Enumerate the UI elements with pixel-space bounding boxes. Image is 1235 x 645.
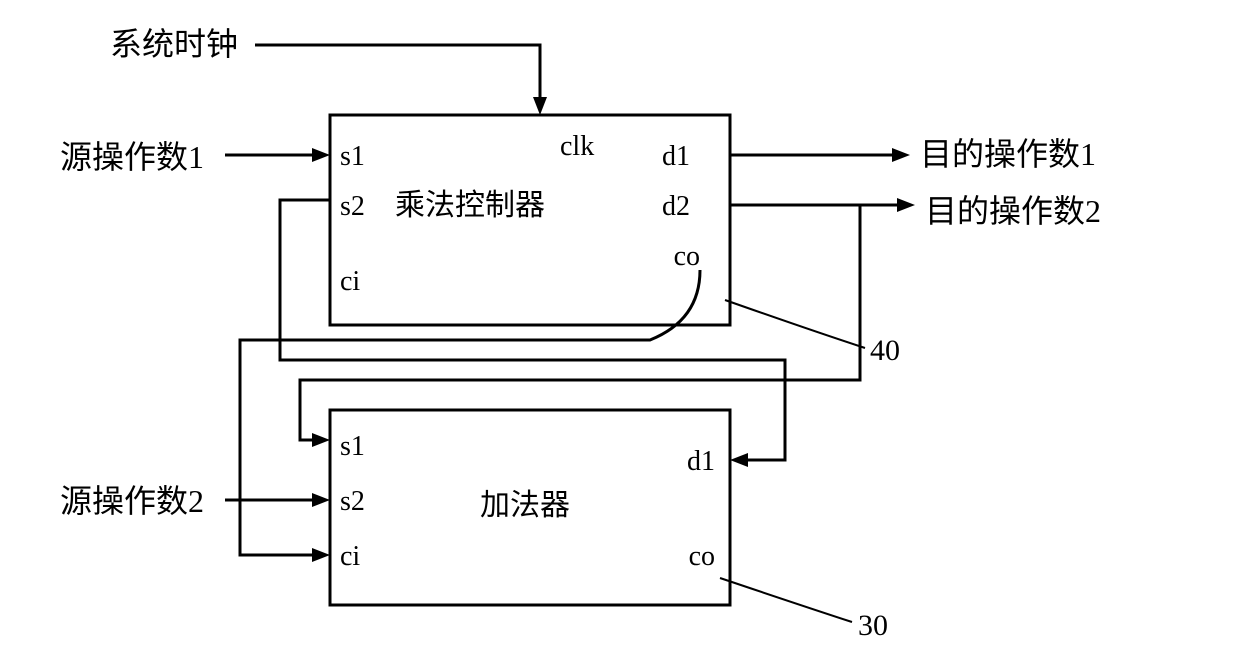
mult-port-ci: ci	[340, 266, 360, 297]
label-dst2: 目的操作数2	[925, 193, 1101, 229]
mult-title: 乘法控制器	[395, 189, 545, 222]
adder-port-co: co	[689, 541, 715, 572]
wire-dst2	[730, 198, 915, 212]
label-dst1: 目的操作数1	[920, 136, 1096, 172]
mult-port-clk: clk	[560, 131, 594, 162]
ref-40: 40	[725, 300, 900, 367]
mult-port-co: co	[674, 241, 700, 272]
label-src1: 源操作数1	[60, 139, 204, 175]
mult-block: s1 s2 ci clk d1 d2 co 乘法控制器	[330, 115, 730, 325]
wire-adder-d1-to-mult-s2	[280, 200, 785, 467]
ref-30-text: 30	[858, 609, 888, 642]
ref-30: 30	[720, 578, 888, 642]
ref-40-text: 40	[870, 334, 900, 367]
wire-src1	[225, 148, 330, 162]
wire-clk	[255, 45, 547, 115]
mult-port-s1: s1	[340, 141, 365, 172]
adder-port-ci: ci	[340, 541, 360, 572]
block-diagram: s1 s2 ci clk d1 d2 co 乘法控制器 s1 s2 ci d1 …	[0, 0, 1235, 645]
wire-dst1	[730, 148, 910, 162]
mult-port-s2: s2	[340, 191, 365, 222]
wire-co-to-ci	[240, 270, 700, 562]
adder-port-d1: d1	[687, 446, 715, 477]
mult-port-d2: d2	[662, 191, 690, 222]
adder-port-s2: s2	[340, 486, 365, 517]
label-sys-clock: 系统时钟	[110, 26, 238, 62]
mult-port-d1: d1	[662, 141, 690, 172]
adder-block: s1 s2 ci d1 co 加法器	[330, 410, 730, 605]
adder-port-s1: s1	[340, 431, 365, 462]
adder-title: 加法器	[480, 489, 570, 522]
label-src2: 源操作数2	[60, 483, 204, 519]
